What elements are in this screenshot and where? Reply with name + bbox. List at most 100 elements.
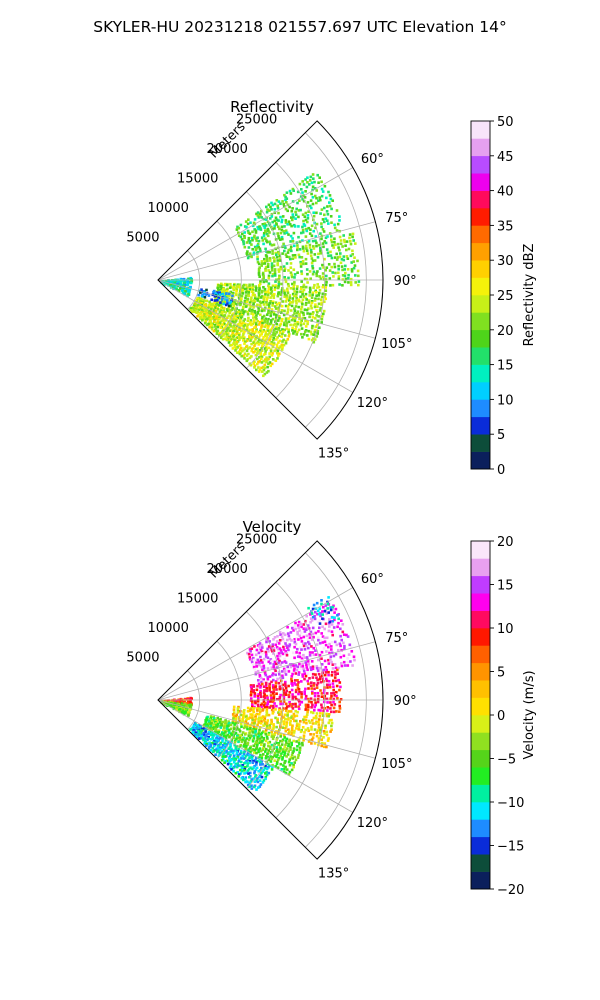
reflectivity-echo-cell (275, 303, 279, 306)
velocity-echo-cell (258, 775, 261, 779)
reflectivity-echo-cell (337, 264, 340, 268)
velocity-echo-cell (312, 603, 316, 607)
velocity-echo-cell (292, 747, 296, 750)
reflectivity-echo-cell (277, 278, 280, 281)
velocity-echo-cell (270, 708, 274, 712)
reflectivity-echo-cell (219, 326, 222, 330)
velocity-echo-cell (234, 718, 238, 721)
reflectivity-echo-cell (186, 293, 189, 296)
reflectivity-echo-cell (235, 286, 238, 290)
velocity-echo-cell (260, 716, 263, 719)
velocity-echo-cell (260, 718, 263, 722)
velocity-echo-cell (295, 727, 298, 730)
reflectivity-echo-cell (343, 274, 347, 278)
reflectivity-echo-cell (272, 264, 276, 268)
reflectivity-echo-cell (276, 206, 280, 210)
reflectivity-echo-cell (304, 296, 308, 300)
velocity-echo-cell (278, 639, 282, 642)
velocity-echo-cell (290, 741, 293, 745)
velocity-echo-cell (249, 684, 253, 687)
reflectivity-echo-cell (262, 368, 266, 372)
velocity-echo-cell (241, 719, 245, 723)
reflectivity-echo-cell (260, 324, 264, 327)
reflectivity-echo-cell (211, 316, 215, 320)
reflectivity-echo-cell (246, 297, 250, 301)
velocity-echo-cell (267, 766, 270, 769)
velocity-echo-cell (314, 722, 317, 725)
reflectivity-echo-cell (300, 327, 304, 330)
reflectivity-echo-cell (258, 288, 261, 292)
velocity-echo-cell (269, 658, 273, 661)
velocity-echo-cell (252, 658, 256, 662)
velocity-echo-cell (268, 724, 272, 727)
velocity-echo-cell (311, 722, 315, 725)
reflectivity-echo-cell (338, 255, 342, 258)
velocity-echo-cell (239, 768, 242, 772)
velocity-echo-cell (280, 670, 284, 673)
reflectivity-echo-cell (313, 328, 317, 332)
reflectivity-echo-cell (297, 225, 300, 228)
velocity-echo-cell (302, 644, 306, 648)
velocity-echo-cell (328, 618, 331, 621)
velocity-echo-cell (255, 766, 259, 770)
velocity-colorbar-band (471, 541, 490, 559)
reflectivity-echo-cell (258, 321, 262, 324)
reflectivity-echo-cell (268, 338, 271, 342)
reflectivity-echo-cell (225, 283, 229, 287)
reflectivity-colorbar-tick-label: 20 (497, 324, 514, 339)
reflectivity-echo-cell (276, 262, 279, 265)
velocity-echo-cell (281, 756, 284, 759)
velocity-echo-cell (298, 746, 302, 750)
reflectivity-echo-cell (320, 237, 323, 241)
velocity-echo-cell (316, 698, 320, 701)
reflectivity-echo-cell (277, 219, 280, 222)
velocity-echo-cell (260, 755, 264, 759)
velocity-echo-cell (307, 640, 310, 644)
velocity-echo-cell (272, 638, 275, 641)
velocity-echo-cell (272, 723, 275, 726)
velocity-echo-cell (199, 735, 203, 739)
velocity-echo-cell (299, 622, 303, 626)
reflectivity-echo-cell (257, 262, 261, 266)
velocity-echo-cell (259, 684, 262, 688)
reflectivity-echo-cell (245, 286, 249, 289)
velocity-echo-cell (309, 617, 313, 620)
reflectivity-echo-cell (249, 319, 253, 322)
reflectivity-echo-cell (291, 207, 294, 210)
reflectivity-azimuth-tick-label: 60° (361, 152, 384, 167)
reflectivity-echo-cell (335, 209, 339, 212)
reflectivity-echo-cell (254, 285, 257, 288)
velocity-echo-cell (318, 622, 322, 625)
reflectivity-echo-cell (303, 330, 307, 333)
reflectivity-echo-cell (225, 308, 229, 311)
velocity-echo-cell (296, 683, 300, 686)
reflectivity-echo-cell (321, 218, 325, 221)
velocity-echo-cell (312, 635, 315, 639)
velocity-echo-cell (204, 728, 208, 731)
velocity-echo-cell (189, 728, 192, 731)
velocity-echo-cell (316, 609, 320, 613)
reflectivity-echo-cell (295, 296, 298, 300)
reflectivity-echo-cell (308, 291, 312, 294)
velocity-echo-cell (309, 666, 313, 669)
velocity-echo-cell (248, 656, 252, 659)
velocity-echo-cell (282, 667, 286, 671)
velocity-echo-cell (279, 633, 282, 636)
velocity-echo-cell (264, 756, 268, 760)
velocity-echo-cell (266, 656, 270, 660)
reflectivity-echo-cell (278, 331, 282, 335)
velocity-echo-cell (253, 731, 257, 734)
reflectivity-echo-cell (246, 358, 249, 361)
velocity-echo-cell (283, 736, 286, 739)
velocity-echo-cell (231, 751, 235, 755)
reflectivity-echo-cell (253, 245, 257, 249)
reflectivity-echo-cell (219, 314, 223, 317)
reflectivity-echo-cell (229, 315, 233, 318)
reflectivity-echo-cell (317, 302, 321, 306)
reflectivity-echo-cell (214, 306, 217, 309)
velocity-echo-cell (240, 720, 243, 724)
velocity-echo-cell (247, 749, 250, 753)
reflectivity-echo-cell (319, 249, 322, 252)
reflectivity-echo-cell (321, 242, 325, 245)
velocity-echo-cell (245, 717, 249, 720)
